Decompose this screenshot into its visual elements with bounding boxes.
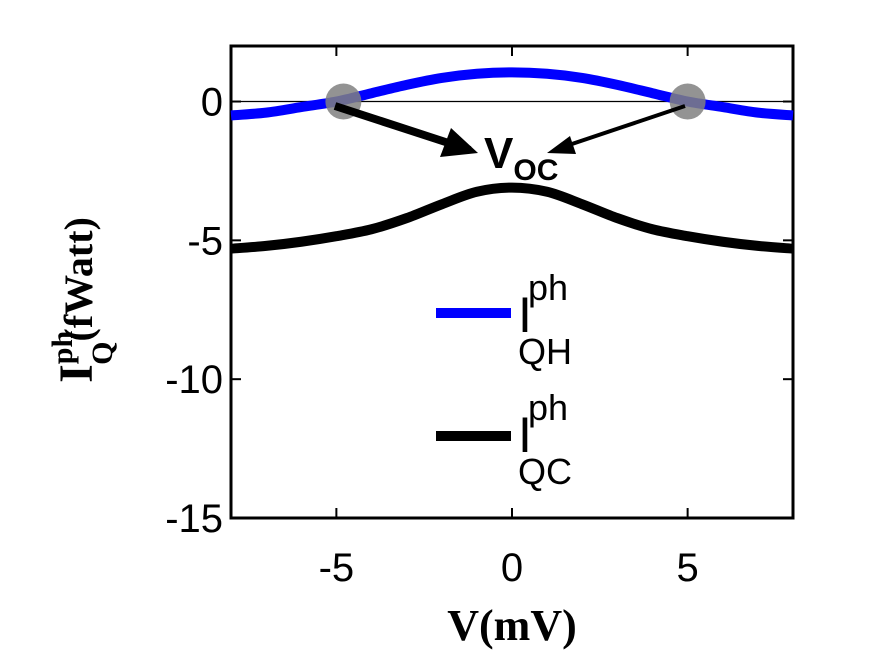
y-axis-label-sup: ph — [46, 331, 79, 365]
legend-qh-base: I — [518, 287, 532, 343]
y-axis-label: Iph Q(fWatt) — [46, 217, 119, 383]
annotation-label: VOC — [484, 129, 558, 187]
annotation-sub: OC — [513, 154, 558, 187]
legend-label-qh: I ph QH — [518, 267, 573, 372]
voc-marker — [669, 83, 706, 120]
annotation-base: V — [484, 129, 514, 178]
y-tick-label: -5 — [187, 219, 223, 263]
y-tick-label: 0 — [201, 81, 223, 125]
y-axis-label-sub: Q — [86, 342, 119, 365]
y-axis-label-base: I — [50, 364, 103, 383]
legend-label-qc: I ph QC — [518, 387, 573, 492]
legend-qh-sup: ph — [528, 267, 568, 308]
legend-qc-sup: ph — [528, 387, 568, 428]
y-axis-label-unit: (fWatt) — [56, 217, 101, 341]
legend-qc-sub: QC — [518, 451, 572, 492]
x-tick-label: -5 — [319, 546, 355, 590]
y-ticks: 0 -5 -10 -15 — [165, 81, 793, 541]
plot-frame — [229, 44, 795, 520]
y-tick-label: -15 — [165, 497, 223, 541]
annotation-arrowhead-right — [547, 136, 576, 154]
x-ticks: -5 0 5 — [319, 46, 699, 590]
legend-qh-sub: QH — [518, 331, 572, 372]
y-tick-label: -10 — [165, 358, 223, 402]
legend-qc-base: I — [518, 407, 532, 463]
annotation-arrowhead-left — [440, 128, 478, 157]
x-tick-label: 0 — [501, 546, 523, 590]
annotation-arrows — [333, 102, 686, 157]
annotation-arrow-right — [559, 104, 686, 150]
x-tick-label: 5 — [677, 546, 699, 590]
series-line-qc — [230, 182, 794, 254]
legend: I ph QH I ph QC — [436, 267, 573, 492]
series-line-qh — [230, 67, 794, 121]
x-axis-label: V(mV) — [447, 601, 577, 650]
